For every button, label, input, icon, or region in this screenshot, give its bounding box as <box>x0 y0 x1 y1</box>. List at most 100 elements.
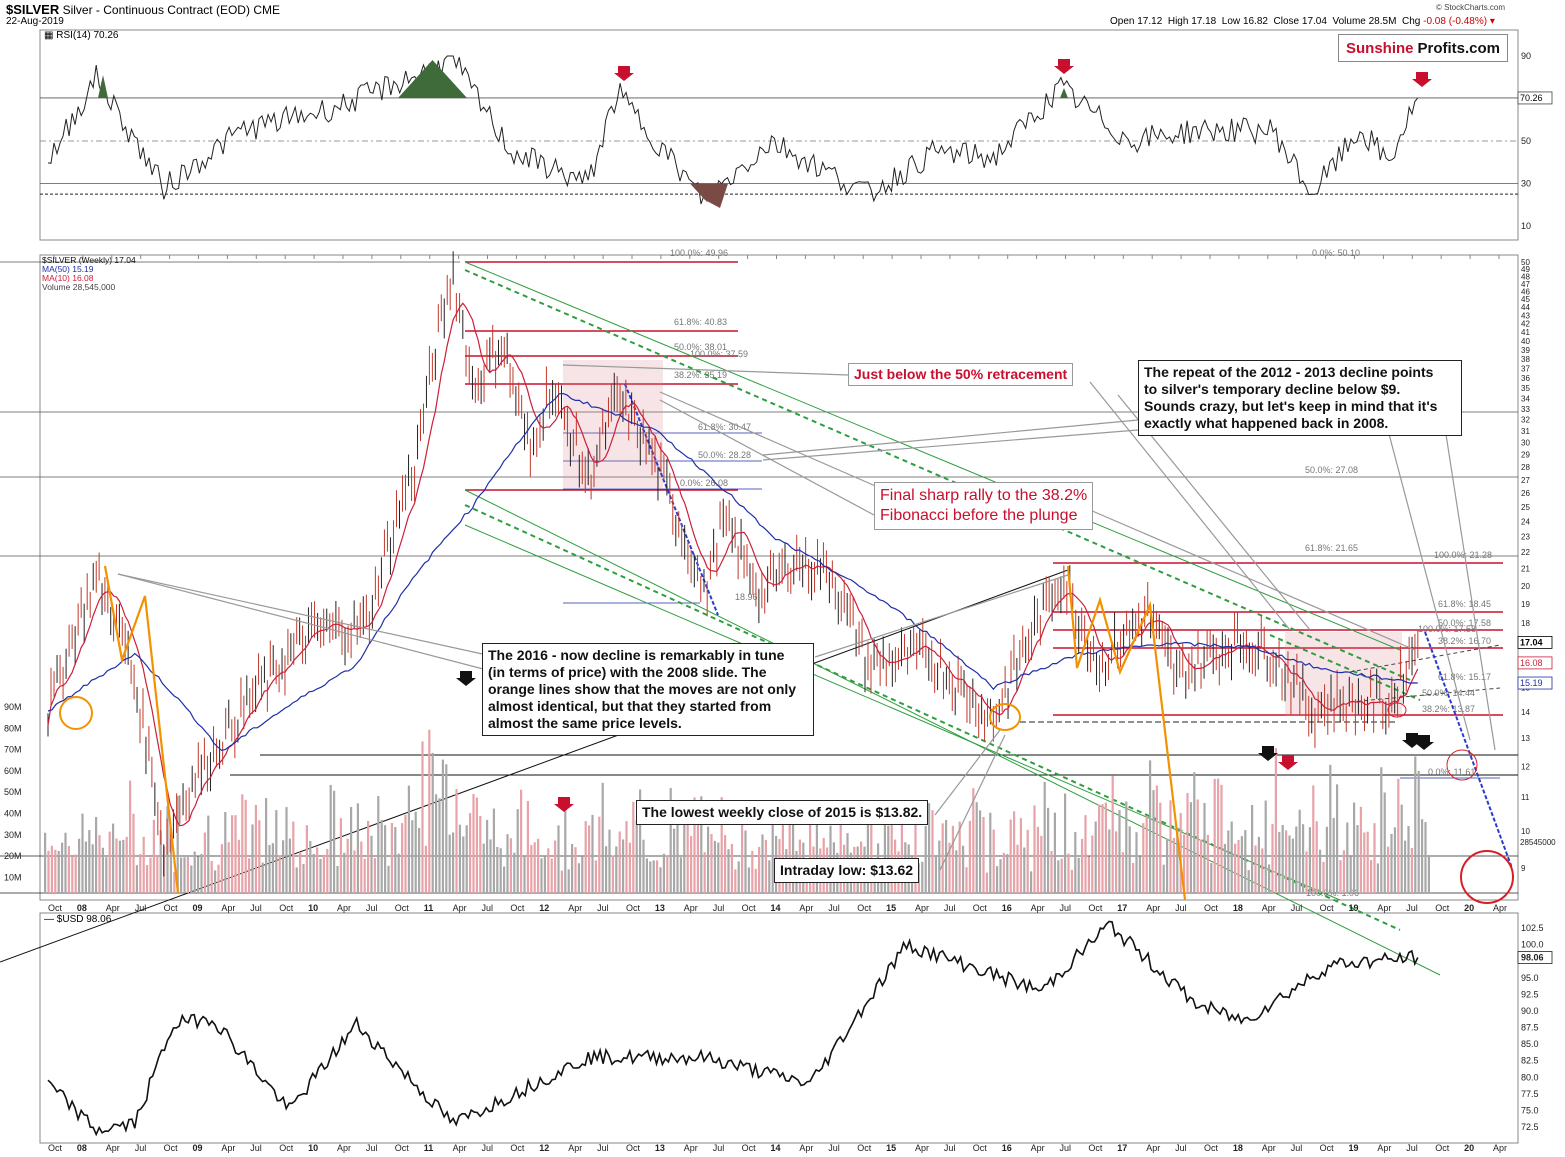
fib-label-2012: 50.0%: 28.28 <box>698 450 751 460</box>
price-tick-label: 25 <box>1521 503 1530 512</box>
volume-bar <box>1261 848 1264 893</box>
repeat-line-2: to silver's temporary decline below $9. <box>1144 381 1401 397</box>
close-value: 17.04 <box>1301 16 1327 27</box>
volume-bar <box>479 815 482 893</box>
x-axis-label: Apr <box>1146 903 1160 913</box>
x-axis-label: Apr <box>568 903 582 913</box>
volume-bar <box>142 836 145 893</box>
volume-bar <box>1220 784 1223 893</box>
volume-bar <box>397 853 400 893</box>
price-tick-label: 33 <box>1521 405 1530 414</box>
price-tick-label: 43 <box>1521 311 1530 320</box>
x-axis-label: Jul <box>1175 903 1187 913</box>
volume-bar <box>472 793 475 893</box>
axis-labels: 9070.26503010504948474645444342414039383… <box>4 51 1556 1153</box>
volume-bar <box>1138 856 1141 893</box>
stockcharts-credit: © StockCharts.com <box>1436 3 1506 12</box>
volume-bar <box>1115 831 1118 893</box>
long-trendline <box>0 569 1069 963</box>
usd-x-axis-label: 10 <box>308 1143 318 1153</box>
volume-bar <box>125 836 128 893</box>
usd-x-axis-label: 20 <box>1464 1143 1474 1153</box>
volume-bar <box>353 850 356 893</box>
x-axis-label: Oct <box>857 903 872 913</box>
x-axis-label: Apr <box>1262 903 1276 913</box>
volume-bar <box>1410 847 1413 893</box>
x-axis-label: Oct <box>742 903 757 913</box>
volume-bar <box>574 847 577 893</box>
usd-x-axis-label: Apr <box>799 1143 813 1153</box>
volume-bar <box>1149 760 1152 893</box>
volume-bar <box>329 784 332 893</box>
usd-x-axis-label: Oct <box>742 1143 757 1153</box>
volume-bar <box>1023 847 1026 893</box>
volume-bar <box>618 831 621 893</box>
volume-bar <box>1353 802 1356 893</box>
volume-bar <box>275 810 278 893</box>
volume-bar <box>1230 821 1233 893</box>
volume-bar <box>564 805 567 893</box>
usd-x-axis-label: 08 <box>77 1143 87 1153</box>
usd-tick-label: 72.5 <box>1521 1122 1539 1132</box>
volume-bar <box>506 834 509 893</box>
volume-bar <box>282 840 285 893</box>
x-axis-label: Jul <box>1406 903 1418 913</box>
fib-label-2016: 100.0%: 21.28 <box>1434 550 1492 560</box>
volume-bar <box>152 819 155 893</box>
volume-bar <box>1383 792 1386 893</box>
volume-bar <box>554 840 557 893</box>
usd-x-axis-label: Jul <box>135 1143 147 1153</box>
exchange: CME <box>253 3 280 17</box>
volume-bar <box>1315 821 1318 893</box>
volume-bar <box>567 869 570 893</box>
price-tick-label: 32 <box>1521 416 1530 425</box>
usd-tick-label: 87.5 <box>1521 1023 1539 1033</box>
usd-x-axis-label: 18 <box>1233 1143 1243 1153</box>
volume-bar <box>1264 800 1267 893</box>
volume-bar <box>1006 854 1009 893</box>
annotation-tune: The 2016 - now decline is remarkably in … <box>482 643 814 736</box>
volume-bar <box>744 830 747 893</box>
volume-bar <box>608 829 611 893</box>
volume-bar <box>938 840 941 893</box>
volume-label: Volume <box>1332 16 1366 27</box>
volume-bar <box>176 795 179 893</box>
volume-bar <box>81 813 84 893</box>
x-axis-label: Apr <box>684 903 698 913</box>
volume-bar <box>360 841 363 893</box>
price-tick-label: 23 <box>1521 532 1530 541</box>
projection-2012 <box>624 383 719 616</box>
volume-bar <box>373 858 376 893</box>
volume-bar <box>622 839 625 893</box>
price-tick-label: 47 <box>1521 280 1530 289</box>
x-axis-label: Oct <box>395 903 410 913</box>
volume-bar <box>931 810 934 893</box>
trend-channel-line <box>464 261 1401 651</box>
volume-bar <box>928 803 931 893</box>
last-label-box <box>1517 636 1553 649</box>
x-axis-label: Oct <box>1204 903 1219 913</box>
callout-line <box>1379 399 1471 741</box>
price-tick-label: 50 <box>1521 258 1530 267</box>
volume-bar <box>1376 863 1379 893</box>
volume-bar <box>1074 831 1077 893</box>
volume-bar <box>1424 822 1427 893</box>
volume-bar <box>404 814 407 893</box>
volume-tick-label: 10M <box>4 872 22 882</box>
volume-bar <box>1312 785 1315 893</box>
volume-bar <box>591 814 594 893</box>
x-axis-label: 15 <box>886 903 896 913</box>
tune-line-4: almost identical, but that they started … <box>488 698 772 714</box>
x-axis-label: Jul <box>713 903 725 913</box>
usd-x-axis-label: Apr <box>568 1143 582 1153</box>
volume-bar <box>1329 764 1332 893</box>
fib-label-bottom: 100.0%: 1.06 <box>1306 888 1359 898</box>
price-tick-label: 13 <box>1521 734 1530 743</box>
volume-bar <box>924 826 927 893</box>
volume-bar <box>1047 807 1050 893</box>
price-tick-label: 31 <box>1521 427 1530 436</box>
volume-bar <box>234 815 237 893</box>
volume-bar <box>441 759 444 893</box>
rsi-icon: ▦ <box>44 30 54 41</box>
volume-bar <box>1366 831 1369 893</box>
